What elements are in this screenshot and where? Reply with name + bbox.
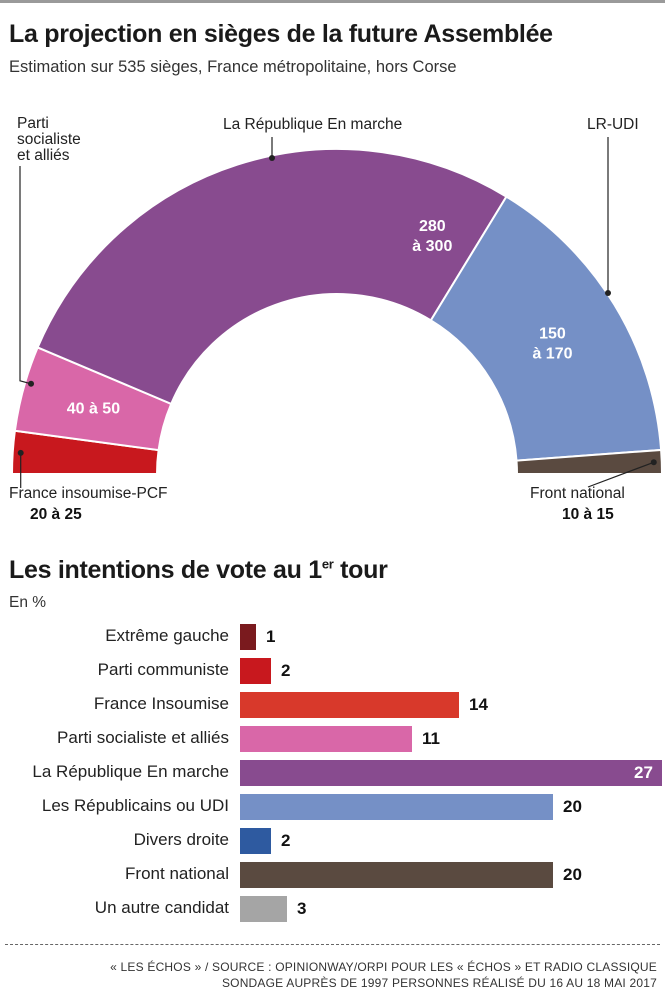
bar-value: 14 (469, 695, 488, 714)
hemicycle-segment-2 (36, 148, 508, 406)
footer-divider (5, 944, 660, 945)
bar (240, 692, 459, 718)
bar-row: Les Républicains ou UDI 20 (0, 794, 665, 820)
bar-row: Front national 20 (0, 862, 665, 888)
footer-survey: SONDAGE AUPRÈS DE 1997 PERSONNES RÉALISÉ… (221, 976, 657, 990)
rem-value-line1: 280 (419, 218, 446, 235)
lr-value-line1: 150 (539, 325, 566, 342)
ps-label-line3: et alliés (17, 147, 70, 164)
bar-chart-title: Les intentions de vote au 1er tour (9, 556, 388, 585)
bar (240, 658, 271, 684)
top-rule (0, 0, 665, 3)
bar-value: 27 (634, 763, 653, 782)
fn-label: Front national (530, 485, 625, 502)
chart-title: La projection en sièges de la future Ass… (9, 20, 553, 48)
fn-value: 10 à 15 (562, 506, 614, 523)
hemicycle-chart: 40 à 50 280 à 300 150 à 170 (10, 137, 664, 488)
bar-chart-title-sup: er (321, 556, 334, 572)
bar-row: Parti socialiste et alliés 11 (0, 726, 665, 752)
bar-value: 2 (281, 661, 291, 680)
bar-value: 11 (422, 729, 440, 748)
ps-label-line1: Parti (17, 115, 49, 132)
bar (240, 828, 271, 854)
bar-label: La République En marche (32, 762, 229, 781)
fn-leader-line (587, 461, 654, 488)
bar-chart-title-end: tour (333, 556, 388, 584)
bar-chart-unit: En % (9, 594, 47, 611)
rem-leader-dot (269, 155, 275, 161)
bar-label: France Insoumise (93, 694, 229, 713)
fi-label: France insoumise-PCF (9, 485, 168, 502)
rem-value-line2: à 300 (412, 238, 452, 255)
bar (240, 760, 662, 786)
footer-source: « LES ÉCHOS » / SOURCE : OPINIONWAY/ORPI… (110, 960, 657, 974)
ps-label-line2: socialiste (17, 131, 81, 148)
bar-label: Un autre candidat (94, 898, 229, 917)
bar-row: France Insoumise 14 (0, 692, 665, 718)
bar-value: 20 (563, 797, 582, 816)
rem-label: La République En marche (223, 116, 403, 133)
lr-label: LR-UDI (587, 116, 639, 133)
lr-leader-dot (605, 290, 611, 296)
ps-leader-line (19, 166, 32, 385)
bar (240, 624, 256, 650)
lr-value-line2: à 170 (532, 345, 572, 362)
fi-leader-dot (17, 449, 24, 456)
fn-leader-dot (650, 459, 657, 466)
bar-row: Divers droite 2 (0, 828, 665, 854)
bar-label: Extrême gauche (105, 626, 229, 645)
chart-subtitle: Estimation sur 535 sièges, France métrop… (9, 58, 457, 76)
ps-leader-dot (28, 380, 35, 387)
ps-value: 40 à 50 (67, 400, 120, 417)
bar-value: 3 (297, 899, 307, 918)
bar (240, 794, 553, 820)
bar-value: 2 (281, 831, 291, 850)
bar-row: Extrême gauche 1 (0, 624, 665, 650)
bar-value: 20 (563, 865, 582, 884)
hemicycle-segment-4 (515, 448, 664, 475)
bar-row: Un autre candidat 3 (0, 896, 665, 922)
bar-label: Front national (125, 864, 229, 883)
bar-label: Divers droite (133, 830, 229, 849)
bar-chart-title-main: Les intentions de vote au 1 (9, 556, 322, 584)
bar-label: Les Républicains ou UDI (41, 796, 229, 815)
bar-label: Parti socialiste et alliés (57, 728, 229, 747)
hemicycle-segment-3 (429, 195, 663, 462)
bar (240, 726, 412, 752)
bar-label: Parti communiste (97, 660, 229, 679)
bar-row: La République En marche 27 (0, 760, 665, 786)
fi-value: 20 à 25 (30, 506, 82, 523)
bar-row: Parti communiste 2 (0, 658, 665, 684)
bar (240, 862, 553, 888)
bar (240, 896, 287, 922)
bar-value: 1 (266, 627, 276, 646)
